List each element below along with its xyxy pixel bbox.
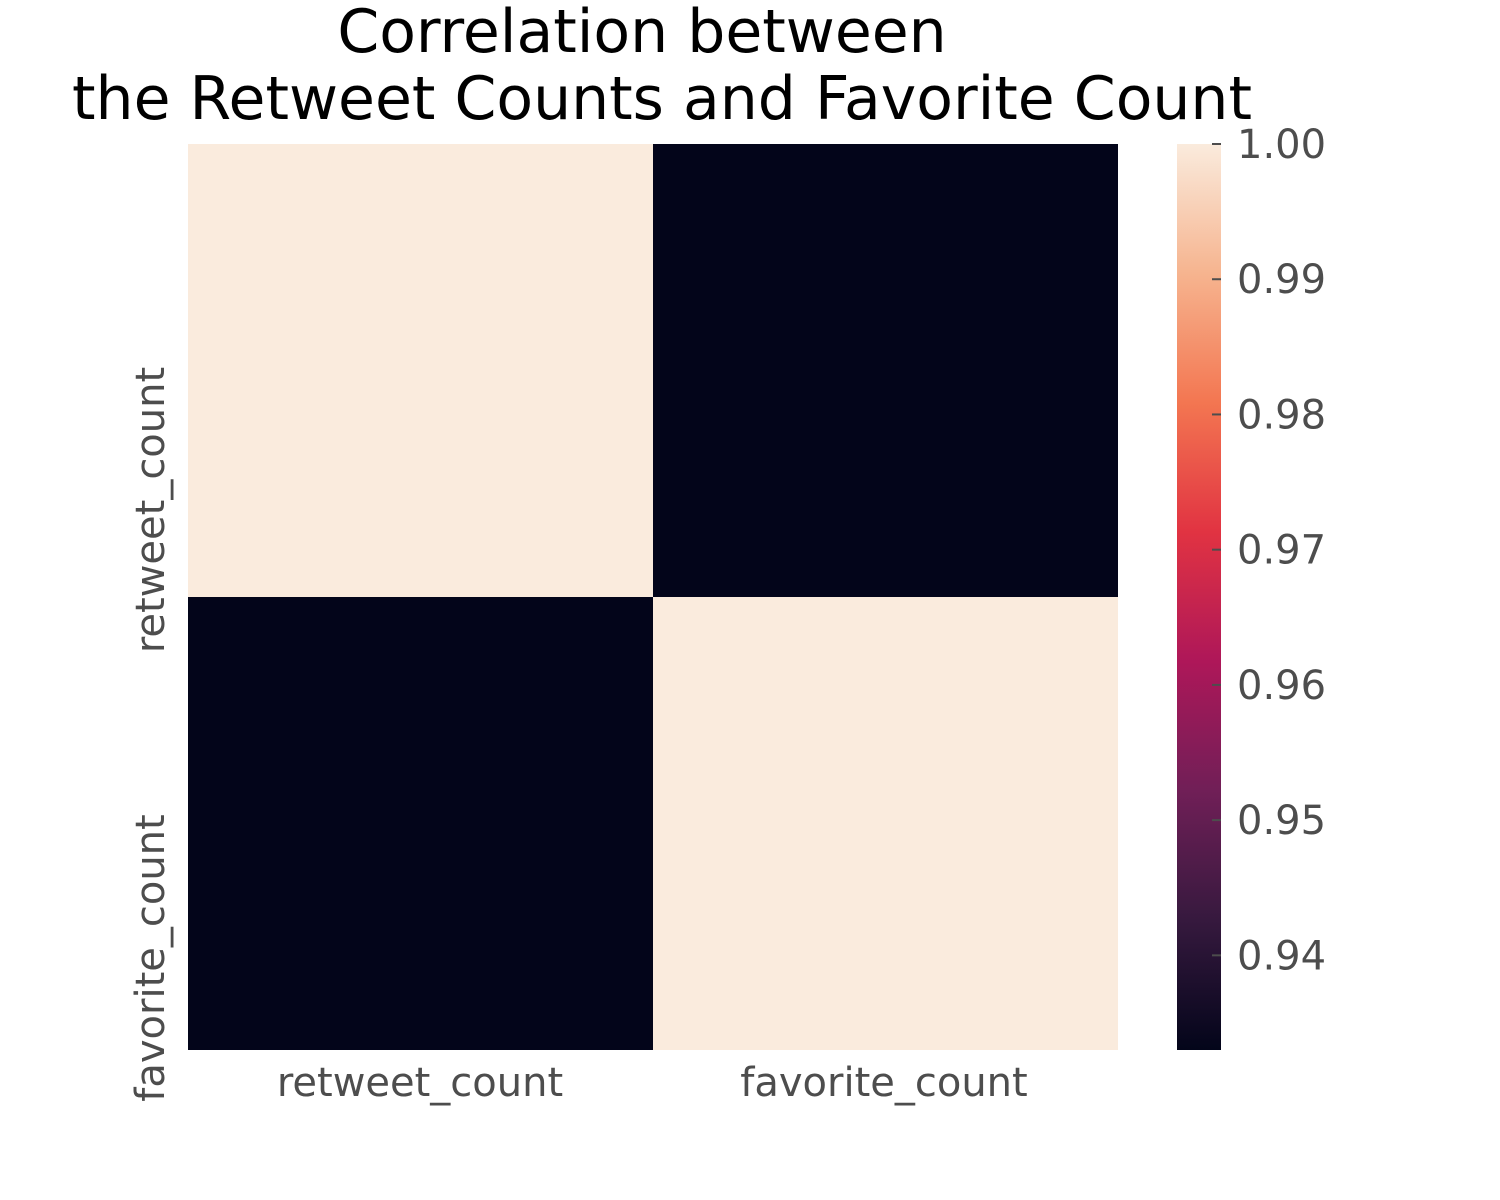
chart-title: Correlation between the Retweet Counts a… bbox=[72, 0, 1252, 134]
colorbar-tick-label: 0.97 bbox=[1237, 528, 1326, 574]
heatmap-cell-1-1 bbox=[653, 597, 1118, 1050]
colorbar-tick-label: 0.94 bbox=[1237, 933, 1326, 979]
colorbar-tick-label: 0.99 bbox=[1237, 257, 1326, 303]
colorbar-ticks: 1.00 0.99 0.98 0.97 0.96 0.95 0.94 bbox=[1212, 122, 1326, 979]
heatmap-cell-1-0 bbox=[188, 597, 653, 1050]
colorbar-tick-label: 1.00 bbox=[1237, 122, 1326, 168]
colorbar: 1.00 0.99 0.98 0.97 0.96 0.95 0.94 bbox=[1177, 122, 1326, 1050]
colorbar-tick-label: 0.95 bbox=[1237, 798, 1326, 844]
x-tick-label-favorite-count: favorite_count bbox=[740, 1060, 1027, 1106]
heatmap-cell-0-1 bbox=[653, 144, 1118, 597]
x-axis-tick-labels: retweet_count favorite_count bbox=[277, 1060, 1028, 1106]
chart-title-line-2: the Retweet Counts and Favorite Count bbox=[72, 64, 1252, 134]
colorbar-gradient bbox=[1177, 144, 1221, 1050]
y-tick-label-favorite-count: favorite_count bbox=[128, 814, 174, 1101]
x-tick-label-retweet-count: retweet_count bbox=[277, 1060, 563, 1106]
heatmap-cell-0-0 bbox=[188, 144, 653, 597]
colorbar-tick-label: 0.96 bbox=[1237, 663, 1326, 709]
y-tick-label-retweet-count: retweet_count bbox=[128, 367, 174, 653]
chart-title-line-1: Correlation between bbox=[337, 0, 946, 67]
heatmap-cells bbox=[188, 144, 1118, 1050]
colorbar-tick-label: 0.98 bbox=[1237, 392, 1326, 438]
y-axis-tick-labels: retweet_count favorite_count bbox=[128, 367, 174, 1102]
